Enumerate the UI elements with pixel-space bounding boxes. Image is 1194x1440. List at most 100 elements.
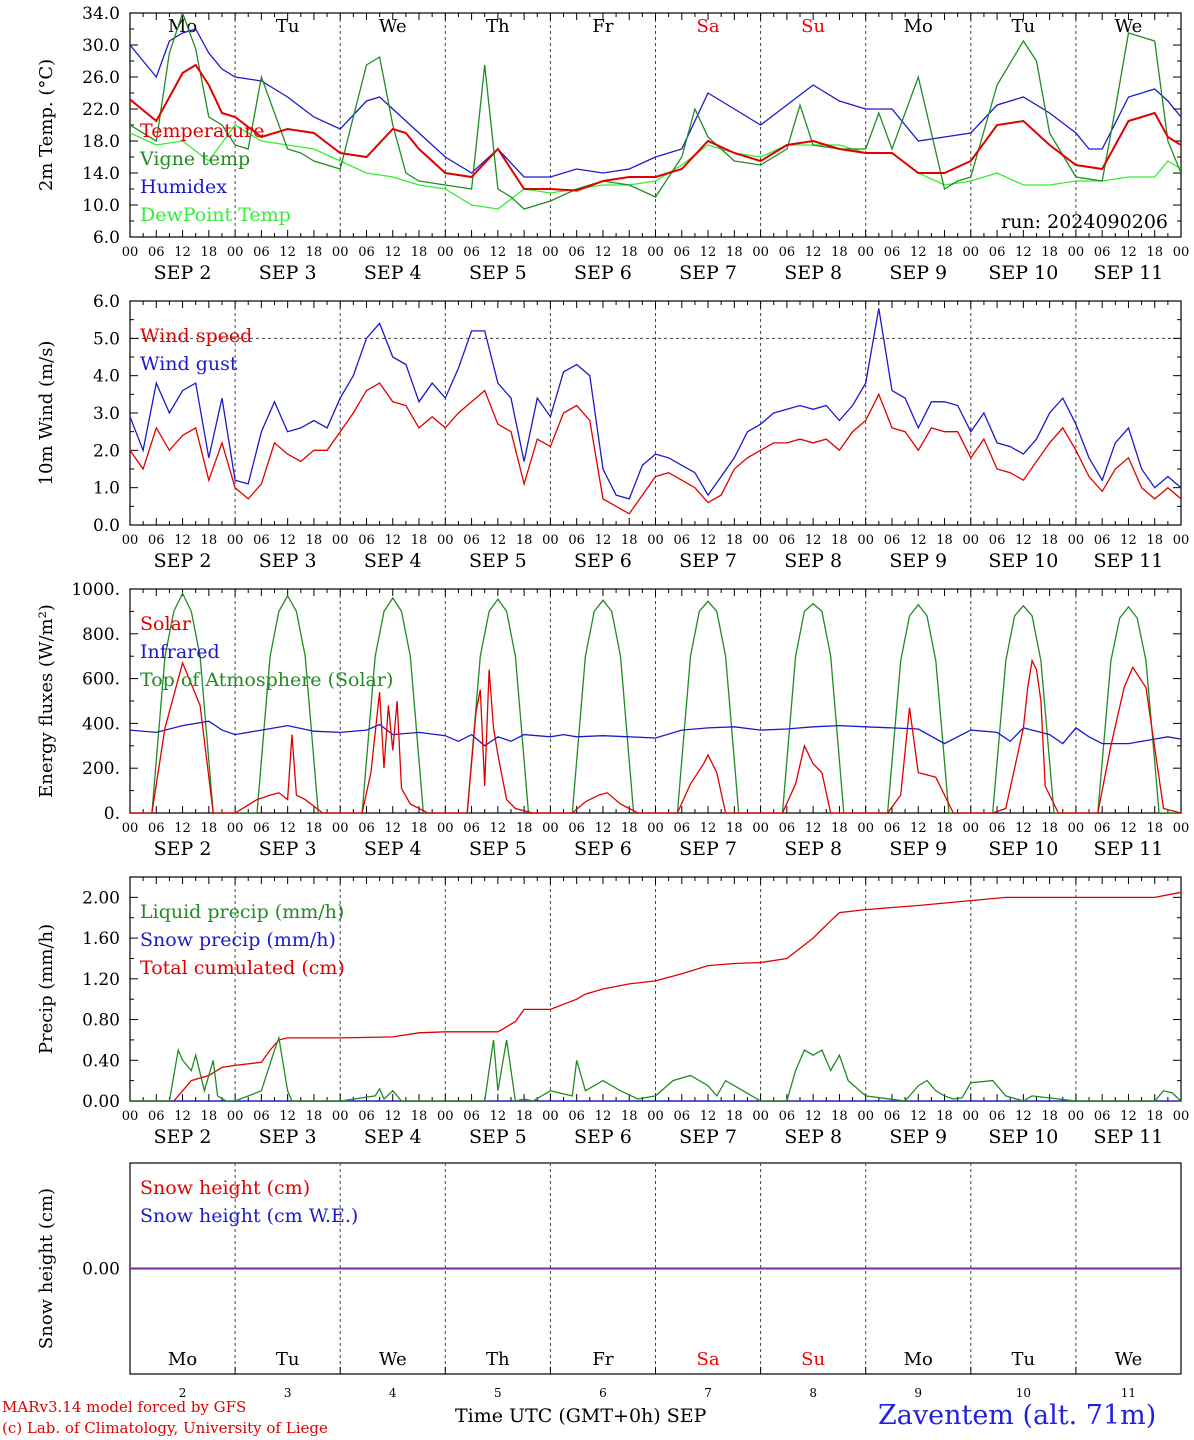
date-label: SEP 2 [154, 838, 212, 860]
hour-label: 18 [831, 1109, 848, 1124]
hour-label: 00 [1173, 821, 1190, 836]
date-label: SEP 4 [364, 550, 422, 572]
hour-label: 06 [1094, 533, 1111, 548]
hour-label: 12 [595, 533, 612, 548]
hour-label: 00 [227, 533, 244, 548]
y-axis-label: 10m Wind (m/s) [36, 341, 57, 486]
date-label: SEP 6 [574, 550, 632, 572]
hour-label: 00 [963, 1109, 980, 1124]
day-number: 5 [494, 1386, 502, 1400]
hour-label: 00 [647, 1109, 664, 1124]
date-label: SEP 10 [988, 550, 1058, 572]
date-label: SEP 10 [988, 838, 1058, 860]
hour-label: 12 [1015, 533, 1032, 548]
hour-label: 18 [1041, 533, 1058, 548]
hour-label: 18 [201, 821, 218, 836]
hour-label: 06 [1094, 245, 1111, 260]
hour-label: 18 [621, 1109, 638, 1124]
hour-label: 06 [148, 533, 165, 548]
date-label: SEP 2 [154, 1126, 212, 1148]
panel-3: 00 06 12 18 00 06 12 18 00 06 12 18 00 06 12 18 00 06 12 18… [36, 580, 1189, 860]
hour-label: 18 [411, 1109, 428, 1124]
hour-label: 06 [463, 821, 480, 836]
plot-frame [129, 300, 1182, 526]
hour-label: 12 [384, 1109, 401, 1124]
hour-label: 18 [201, 533, 218, 548]
hour-label: 00 [1068, 245, 1085, 260]
legend-entry: Liquid precip (mm/h) [140, 901, 344, 923]
hour-label: 18 [726, 1109, 743, 1124]
series-line-2 [130, 13, 1181, 210]
hour-label: 00 [963, 245, 980, 260]
y-tick-label: 3.0 [93, 404, 120, 424]
hour-label: 18 [516, 533, 533, 548]
weekday-label: Mo [168, 1349, 197, 1370]
hour-label: 00 [332, 1109, 349, 1124]
weekday-label: We [379, 1349, 407, 1370]
hour-label: 12 [700, 245, 717, 260]
hour-label: 12 [279, 245, 296, 260]
hour-label: 00 [542, 821, 559, 836]
hour-label: 18 [306, 821, 323, 836]
legend-entry: Wind speed [140, 325, 252, 347]
lab-credit: (c) Lab. of Climatology, University of L… [2, 1419, 328, 1437]
hour-label: 18 [726, 245, 743, 260]
hour-label: 18 [831, 821, 848, 836]
hour-label: 06 [253, 533, 270, 548]
hour-label: 12 [910, 245, 927, 260]
weekday-label: Sa [697, 16, 720, 37]
date-label: SEP 11 [1094, 262, 1164, 284]
hour-label: 00 [752, 245, 769, 260]
weekday-label: Sa [697, 1349, 720, 1370]
hour-label: 12 [1120, 1109, 1137, 1124]
hour-label: 18 [621, 821, 638, 836]
series-line-3 [130, 592, 1181, 813]
day-number: 7 [704, 1386, 712, 1400]
hour-label: 18 [936, 1109, 953, 1124]
station-name: Zaventem (alt. 71m) [878, 1400, 1157, 1431]
hour-label: 18 [516, 245, 533, 260]
date-label: SEP 3 [259, 262, 317, 284]
legend-entry: Snow precip (mm/h) [140, 929, 336, 951]
hour-label: 18 [621, 533, 638, 548]
hour-label: 12 [279, 821, 296, 836]
hour-label: 12 [595, 821, 612, 836]
hour-label: 06 [674, 1109, 691, 1124]
date-label: SEP 8 [784, 1126, 842, 1148]
hour-label: 00 [647, 533, 664, 548]
y-tick-label: 200. [82, 759, 120, 779]
weekday-label: Th [486, 1349, 510, 1370]
hour-label: 00 [752, 821, 769, 836]
hour-label: 18 [726, 821, 743, 836]
legend-entry: Solar [140, 613, 192, 635]
hour-label: 18 [1146, 533, 1163, 548]
weekday-label: Fr [592, 1349, 613, 1370]
y-tick-label: 0.00 [82, 1092, 120, 1112]
hour-label: 12 [700, 821, 717, 836]
date-label: SEP 10 [988, 262, 1058, 284]
y-tick-label: 2.00 [82, 888, 120, 908]
series-line-3 [130, 891, 1181, 1101]
y-tick-label: 22.0 [82, 100, 120, 120]
legend-entry: Top of Atmosphere (Solar) [140, 669, 393, 691]
legend-entry: Wind gust [140, 353, 238, 375]
date-label: SEP 5 [469, 838, 527, 860]
day-number: 2 [179, 1386, 187, 1400]
hour-label: 06 [1094, 1109, 1111, 1124]
hour-label: 00 [1173, 1109, 1190, 1124]
hour-label: 06 [148, 1109, 165, 1124]
hour-label: 18 [621, 245, 638, 260]
hour-label: 18 [726, 533, 743, 548]
hour-label: 06 [989, 533, 1006, 548]
hour-label: 12 [1015, 821, 1032, 836]
hour-label: 12 [910, 821, 927, 836]
hour-label: 06 [884, 821, 901, 836]
hour-label: 06 [358, 1109, 375, 1124]
hour-label: 00 [227, 1109, 244, 1124]
hour-label: 06 [989, 821, 1006, 836]
hour-label: 00 [437, 245, 454, 260]
hour-label: 18 [1146, 821, 1163, 836]
run-label: run: 2024090206 [1001, 211, 1168, 233]
hour-label: 12 [1015, 245, 1032, 260]
date-label: SEP 9 [889, 1126, 947, 1148]
